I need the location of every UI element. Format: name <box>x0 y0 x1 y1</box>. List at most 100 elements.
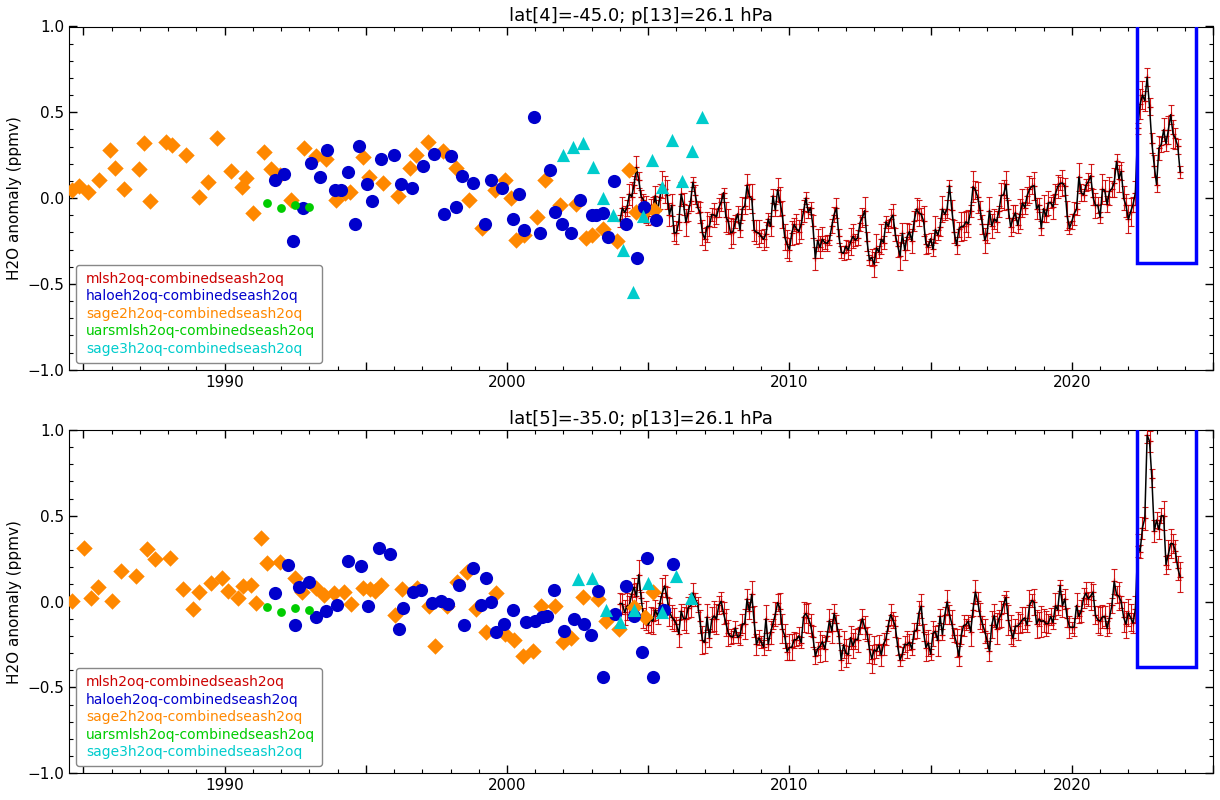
Point <box>597 614 616 627</box>
Point <box>306 150 326 162</box>
Point <box>664 558 683 570</box>
Point <box>338 555 357 568</box>
Point <box>156 135 176 148</box>
Point <box>326 183 345 196</box>
Point <box>418 599 438 612</box>
Point <box>599 230 619 243</box>
Point <box>625 610 644 622</box>
Point <box>254 146 273 158</box>
Point <box>292 586 311 598</box>
Point <box>551 218 571 230</box>
Point <box>221 164 240 177</box>
Point <box>271 202 290 215</box>
Point <box>495 174 515 186</box>
Point <box>289 581 309 594</box>
Point <box>594 222 614 235</box>
Point <box>317 153 337 166</box>
Point <box>89 174 109 187</box>
Point <box>682 145 701 158</box>
Point <box>447 201 466 214</box>
Point <box>306 582 326 594</box>
Point <box>625 604 644 617</box>
Point <box>573 137 593 150</box>
Point <box>315 589 334 602</box>
Point <box>583 161 603 174</box>
Point <box>138 542 157 555</box>
Point <box>189 585 209 598</box>
Point <box>619 164 638 177</box>
Point <box>294 142 314 155</box>
Point <box>266 587 285 600</box>
Point <box>285 198 305 211</box>
Point <box>111 565 131 578</box>
Point <box>351 560 371 573</box>
Point <box>527 210 547 223</box>
Point <box>362 195 382 208</box>
Point <box>514 224 533 237</box>
Point <box>626 205 645 218</box>
Point <box>654 603 673 616</box>
Point <box>284 572 304 585</box>
Point <box>392 582 411 595</box>
Point <box>593 670 612 683</box>
Point <box>392 177 411 190</box>
Point <box>554 625 573 638</box>
Point <box>476 571 495 584</box>
Point <box>604 174 623 187</box>
Point <box>504 213 523 226</box>
Point <box>516 615 536 628</box>
Point <box>285 602 305 615</box>
Point <box>643 671 662 684</box>
Y-axis label: H2O anomaly (ppmv): H2O anomaly (ppmv) <box>7 116 22 280</box>
Point <box>432 594 451 607</box>
Point <box>612 243 632 256</box>
Point <box>523 645 543 658</box>
Point <box>393 602 412 615</box>
Point <box>62 594 82 607</box>
Point <box>582 571 601 584</box>
Point <box>510 187 529 200</box>
Point <box>593 192 612 205</box>
Point <box>127 570 146 582</box>
Point <box>414 159 433 172</box>
Point <box>300 604 320 617</box>
Point <box>476 218 495 230</box>
Point <box>449 578 468 591</box>
Point <box>353 582 372 594</box>
Point <box>448 576 467 589</box>
Point <box>616 218 636 231</box>
Point <box>301 157 321 170</box>
Point <box>623 286 643 299</box>
Point <box>537 610 556 622</box>
Point <box>653 606 672 618</box>
Point <box>246 597 266 610</box>
Point <box>494 618 514 631</box>
Point <box>582 228 601 241</box>
Point <box>492 181 511 194</box>
Point <box>637 203 656 216</box>
Point <box>495 628 515 641</box>
Point <box>506 234 526 246</box>
Point <box>605 608 625 621</box>
Point <box>573 618 593 630</box>
Point <box>411 584 431 597</box>
Point <box>566 198 586 210</box>
Point <box>62 183 82 196</box>
Point <box>316 605 336 618</box>
Point <box>270 555 289 568</box>
Point <box>281 194 300 206</box>
Point <box>643 154 662 166</box>
Point <box>145 553 165 566</box>
Point <box>271 606 290 618</box>
Point <box>634 610 654 623</box>
Point <box>482 595 501 608</box>
Point <box>242 578 261 591</box>
Point <box>500 191 520 204</box>
Bar <box>1137 23 1196 263</box>
Point <box>140 194 160 207</box>
Point <box>212 571 232 584</box>
Title: lat[4]=-45.0; p[13]=26.1 hPa: lat[4]=-45.0; p[13]=26.1 hPa <box>509 7 773 25</box>
Point <box>68 179 88 192</box>
Point <box>349 140 368 153</box>
Point <box>370 542 389 554</box>
